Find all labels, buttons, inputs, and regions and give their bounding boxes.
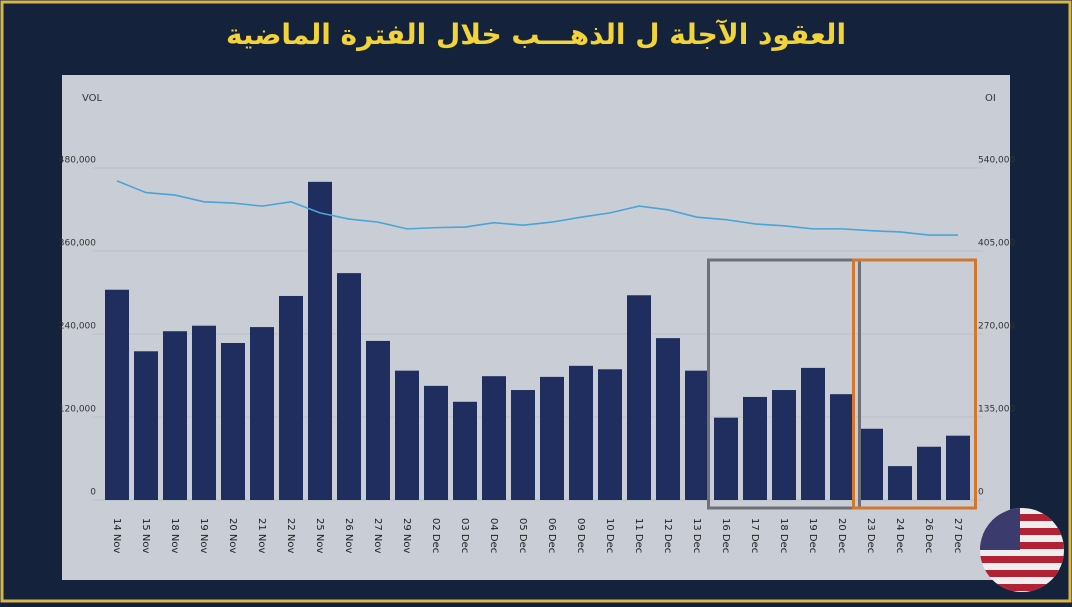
highlight-box — [852, 258, 977, 510]
bar — [105, 289, 129, 500]
x-tick-label: 27 Dec — [952, 518, 963, 553]
x-tick-label: 20 Dec — [836, 518, 847, 553]
y-tick-label: 240,000 — [59, 322, 96, 332]
y2-tick-label: 540,000 — [978, 156, 1015, 166]
bar — [221, 342, 245, 500]
bar — [511, 390, 535, 500]
y2-axis-label: OI — [985, 93, 996, 104]
bar — [685, 370, 709, 500]
y2-tick-label: 135,000 — [978, 405, 1015, 415]
x-tick-label: 25 Nov — [314, 518, 325, 554]
x-tick-label: 26 Dec — [923, 518, 934, 553]
x-tick-label: 04 Dec — [488, 518, 499, 553]
bar — [917, 446, 941, 500]
bar — [598, 369, 622, 500]
bar — [308, 181, 332, 501]
x-tick-label: 11 Dec — [633, 518, 644, 553]
x-tick-label: 19 Dec — [807, 518, 818, 553]
y-tick-label: 480,000 — [59, 156, 96, 166]
chart-title: العقود الآجلة ل الذهـــب خلال الفترة الم… — [226, 18, 846, 51]
y-tick-label: 360,000 — [59, 239, 96, 249]
bar — [743, 396, 767, 500]
x-tick-label: 20 Nov — [227, 518, 238, 554]
bar — [859, 428, 883, 500]
bar — [656, 338, 680, 500]
x-tick-label: 29 Nov — [401, 518, 412, 554]
y2-tick-label: 405,000 — [978, 239, 1015, 249]
bar — [163, 331, 187, 500]
bar — [250, 327, 274, 500]
x-tick-label: 13 Dec — [691, 518, 702, 553]
x-tick-label: 22 Nov — [285, 518, 296, 554]
x-tick-label: 23 Dec — [865, 518, 876, 553]
bar — [192, 325, 216, 500]
x-tick-label: 12 Dec — [662, 518, 673, 553]
x-tick-label: 26 Nov — [343, 518, 354, 554]
x-tick-label: 03 Dec — [459, 518, 470, 553]
bar — [395, 370, 419, 500]
bar — [946, 435, 970, 500]
x-tick-label: 21 Nov — [256, 518, 267, 554]
x-tick-label: 10 Dec — [604, 518, 615, 553]
bar — [366, 340, 390, 500]
bar — [569, 365, 593, 500]
x-tick-label: 27 Nov — [372, 518, 383, 554]
y-tick-label: 0 — [90, 488, 96, 498]
line — [116, 180, 958, 236]
x-tick-label: 18 Nov — [169, 518, 180, 554]
y2-tick-label: 270,000 — [978, 322, 1015, 332]
bar — [540, 376, 564, 500]
x-tick-label: 05 Dec — [517, 518, 528, 553]
highlight-box — [707, 258, 861, 510]
bar — [714, 417, 738, 500]
bar — [482, 376, 506, 500]
x-tick-label: 02 Dec — [430, 518, 441, 553]
bar — [424, 385, 448, 500]
x-tick-label: 19 Nov — [198, 518, 209, 554]
x-tick-label: 17 Dec — [749, 518, 760, 553]
x-tick-label: 16 Dec — [720, 518, 731, 553]
bar — [337, 273, 361, 500]
y2-tick-label: 0 — [978, 488, 984, 498]
x-tick-label: 09 Dec — [575, 518, 586, 553]
bar — [888, 466, 912, 500]
x-tick-label: 06 Dec — [546, 518, 557, 553]
bar — [134, 351, 158, 500]
bar — [279, 295, 303, 500]
x-tick-label: 14 Nov — [111, 518, 122, 554]
bar — [772, 390, 796, 500]
flag — [980, 508, 1064, 592]
x-tick-label: 24 Dec — [894, 518, 905, 553]
bar — [453, 401, 477, 500]
y-axis-label: VOL — [82, 93, 103, 104]
x-tick-label: 18 Dec — [778, 518, 789, 553]
bar — [801, 367, 825, 500]
x-tick-label: 15 Nov — [140, 518, 151, 554]
y-tick-label: 120,000 — [59, 405, 96, 415]
bar — [627, 295, 651, 500]
bar — [830, 394, 854, 500]
